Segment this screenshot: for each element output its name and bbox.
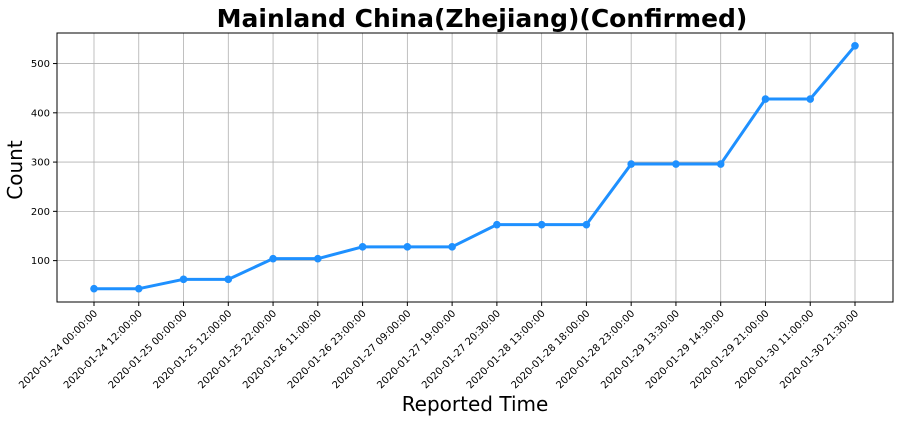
plot-area-frame	[56, 32, 894, 303]
x-tick-label: 2020-01-28 18:00:00	[510, 308, 593, 391]
data-point	[358, 243, 367, 251]
y-tick-label: 100	[31, 256, 50, 267]
data-point	[269, 254, 277, 263]
x-tick-label: 2020-01-26 23:00:00	[286, 308, 369, 391]
data-point	[806, 95, 815, 103]
x-tick-label: 2020-01-28 13:00:00	[465, 308, 548, 391]
series-line	[92, 44, 857, 291]
data-point	[179, 275, 188, 284]
y-axis-label: Count	[3, 140, 27, 200]
data-point	[90, 284, 98, 293]
x-tick-label: 2020-01-25 22:00:00	[196, 308, 279, 391]
x-tick-label: 2020-01-29 13:30:00	[599, 308, 682, 391]
x-tick-label: 2020-01-28 23:00:00	[554, 308, 637, 391]
data-point	[537, 220, 546, 229]
series-confirmed	[90, 42, 859, 293]
x-tick-label: 2020-01-25 00:00:00	[107, 308, 190, 391]
data-point	[493, 220, 501, 229]
x-axis-label: Reported Time	[402, 392, 549, 416]
data-point	[672, 160, 680, 168]
data-point	[627, 160, 635, 168]
data-point	[761, 95, 770, 103]
x-tick-label: 2020-01-24 12:00:00	[62, 308, 145, 391]
chart-title: Mainland China(Zhejiang)(Confirmed)	[217, 4, 748, 33]
y-tick-label: 400	[31, 108, 50, 119]
x-tick-label: 2020-01-26 11:00:00	[241, 308, 324, 391]
x-tick-label: 2020-01-25 12:00:00	[152, 308, 235, 391]
x-tick-label: 2020-01-24 00:00:00	[17, 308, 100, 391]
data-point	[134, 284, 143, 293]
data-point	[851, 42, 859, 50]
x-tick-label: 2020-01-27 20:30:00	[420, 308, 503, 391]
data-point	[582, 220, 591, 229]
x-tick-label: 2020-01-27 09:00:00	[331, 308, 414, 391]
x-tick-label: 2020-01-29 14:30:00	[644, 308, 727, 391]
grid-lines	[57, 33, 893, 302]
x-tick-label: 2020-01-30 11:00:00	[733, 308, 816, 391]
data-point	[448, 243, 456, 251]
data-point	[716, 160, 725, 168]
x-tick-label: 2020-01-29 21:00:00	[689, 308, 772, 391]
y-tick-label: 500	[31, 59, 50, 70]
data-point	[314, 254, 322, 263]
data-point	[224, 275, 233, 284]
y-tick-label: 300	[31, 158, 50, 169]
x-tick-label: 2020-01-30 21:30:00	[778, 308, 861, 391]
y-tick-label: 200	[31, 207, 50, 218]
data-point	[403, 243, 412, 251]
y-axis-ticks: 100 200 300 400 500	[31, 59, 57, 267]
x-tick-label: 2020-01-27 19:00:00	[375, 308, 458, 391]
